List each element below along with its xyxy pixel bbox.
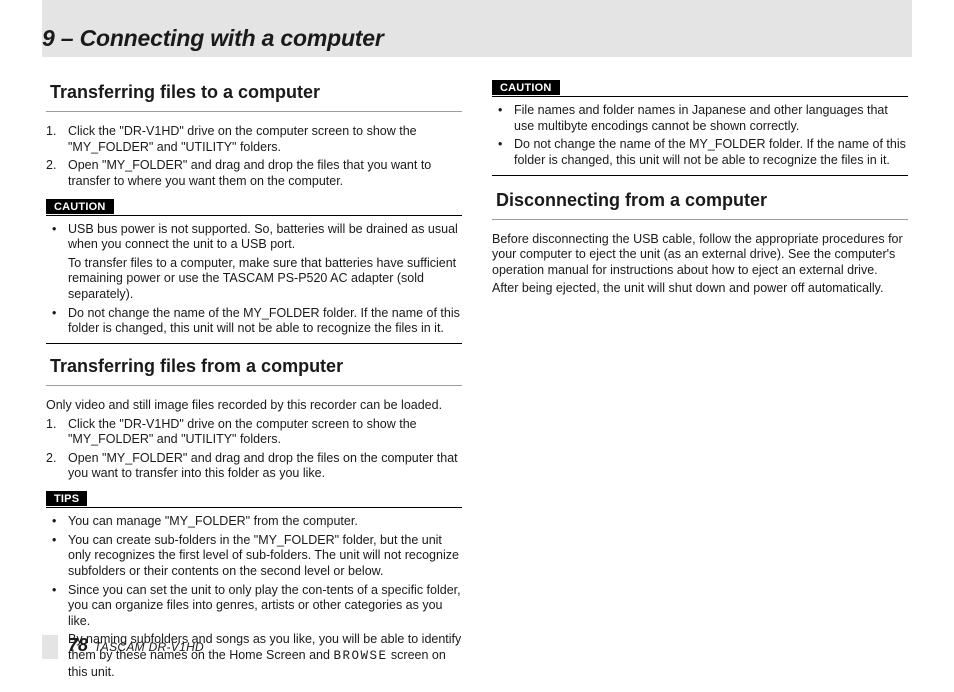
right-column: CAUTION File names and folder names in J… xyxy=(492,78,908,309)
caution-list: File names and folder names in Japanese … xyxy=(514,103,908,169)
step-text: Click the "DR-V1HD" drive on the compute… xyxy=(68,417,417,447)
page: 9 – Connecting with a computer Transferr… xyxy=(0,0,954,671)
step-item: 1.Click the "DR-V1HD" drive on the compu… xyxy=(68,417,462,448)
step-number: 2. xyxy=(46,158,56,174)
left-column: Transferring files to a computer 1.Click… xyxy=(46,78,462,692)
intro-text: Only video and still image files recorde… xyxy=(46,398,462,414)
caution-item: File names and folder names in Japanese … xyxy=(514,103,908,134)
caution-item: Do not change the name of the MY_FOLDER … xyxy=(68,306,462,337)
section-transfer-to: Transferring files to a computer 1.Click… xyxy=(46,82,462,344)
steps-list: 1.Click the "DR-V1HD" drive on the compu… xyxy=(68,417,462,483)
section-title: Disconnecting from a computer xyxy=(496,190,908,211)
caution-label: CAUTION xyxy=(46,199,114,214)
step-item: 1.Click the "DR-V1HD" drive on the compu… xyxy=(68,124,462,155)
model-name: TASCAM DR-V1HD xyxy=(94,640,204,654)
caution-end-rule xyxy=(46,343,462,344)
browse-screen-label: BROWSE xyxy=(333,649,387,663)
step-item: 2.Open "MY_FOLDER" and drag and drop the… xyxy=(68,451,462,482)
chapter-title: 9 – Connecting with a computer xyxy=(42,25,384,52)
step-number: 1. xyxy=(46,124,56,140)
tips-label: TIPS xyxy=(46,491,87,506)
section-rule xyxy=(492,219,908,220)
para-text: Before disconnecting the USB cable, foll… xyxy=(492,232,908,279)
step-number: 2. xyxy=(46,451,56,467)
step-number: 1. xyxy=(46,417,56,433)
page-number: 78 xyxy=(68,635,88,656)
footer: 78 TASCAM DR-V1HD xyxy=(42,635,204,659)
footer-bar xyxy=(42,635,58,659)
section-disconnect: Disconnecting from a computer Before dis… xyxy=(492,190,908,298)
step-text: Open "MY_FOLDER" and drag and drop the f… xyxy=(68,158,431,188)
para-text: After being ejected, the unit will shut … xyxy=(492,281,908,297)
caution-text: USB bus power is not supported. So, batt… xyxy=(68,222,462,253)
section-title: Transferring files from a computer xyxy=(50,356,462,377)
step-text: Open "MY_FOLDER" and drag and drop the f… xyxy=(68,451,458,481)
caution-list: USB bus power is not supported. So, batt… xyxy=(68,222,462,337)
section-rule xyxy=(46,111,462,112)
caution-item: Do not change the name of the MY_FOLDER … xyxy=(514,137,908,168)
caution-end-rule xyxy=(492,175,908,176)
caution-rule xyxy=(46,215,462,216)
tip-item: You can manage "MY_FOLDER" from the comp… xyxy=(68,514,462,530)
caution-label: CAUTION xyxy=(492,80,560,95)
tip-item: Since you can set the unit to only play … xyxy=(68,583,462,630)
section-rule xyxy=(46,385,462,386)
tips-rule xyxy=(46,507,462,508)
step-text: Click the "DR-V1HD" drive on the compute… xyxy=(68,124,417,154)
caution-rule xyxy=(492,96,908,97)
caution-item: USB bus power is not supported. So, batt… xyxy=(68,222,462,303)
section-title: Transferring files to a computer xyxy=(50,82,462,103)
caution-text: To transfer files to a computer, make su… xyxy=(68,256,462,303)
steps-list: 1.Click the "DR-V1HD" drive on the compu… xyxy=(68,124,462,190)
step-item: 2.Open "MY_FOLDER" and drag and drop the… xyxy=(68,158,462,189)
tip-item: You can create sub-folders in the "MY_FO… xyxy=(68,533,462,580)
section-transfer-from: Transferring files from a computer Only … xyxy=(46,356,462,680)
